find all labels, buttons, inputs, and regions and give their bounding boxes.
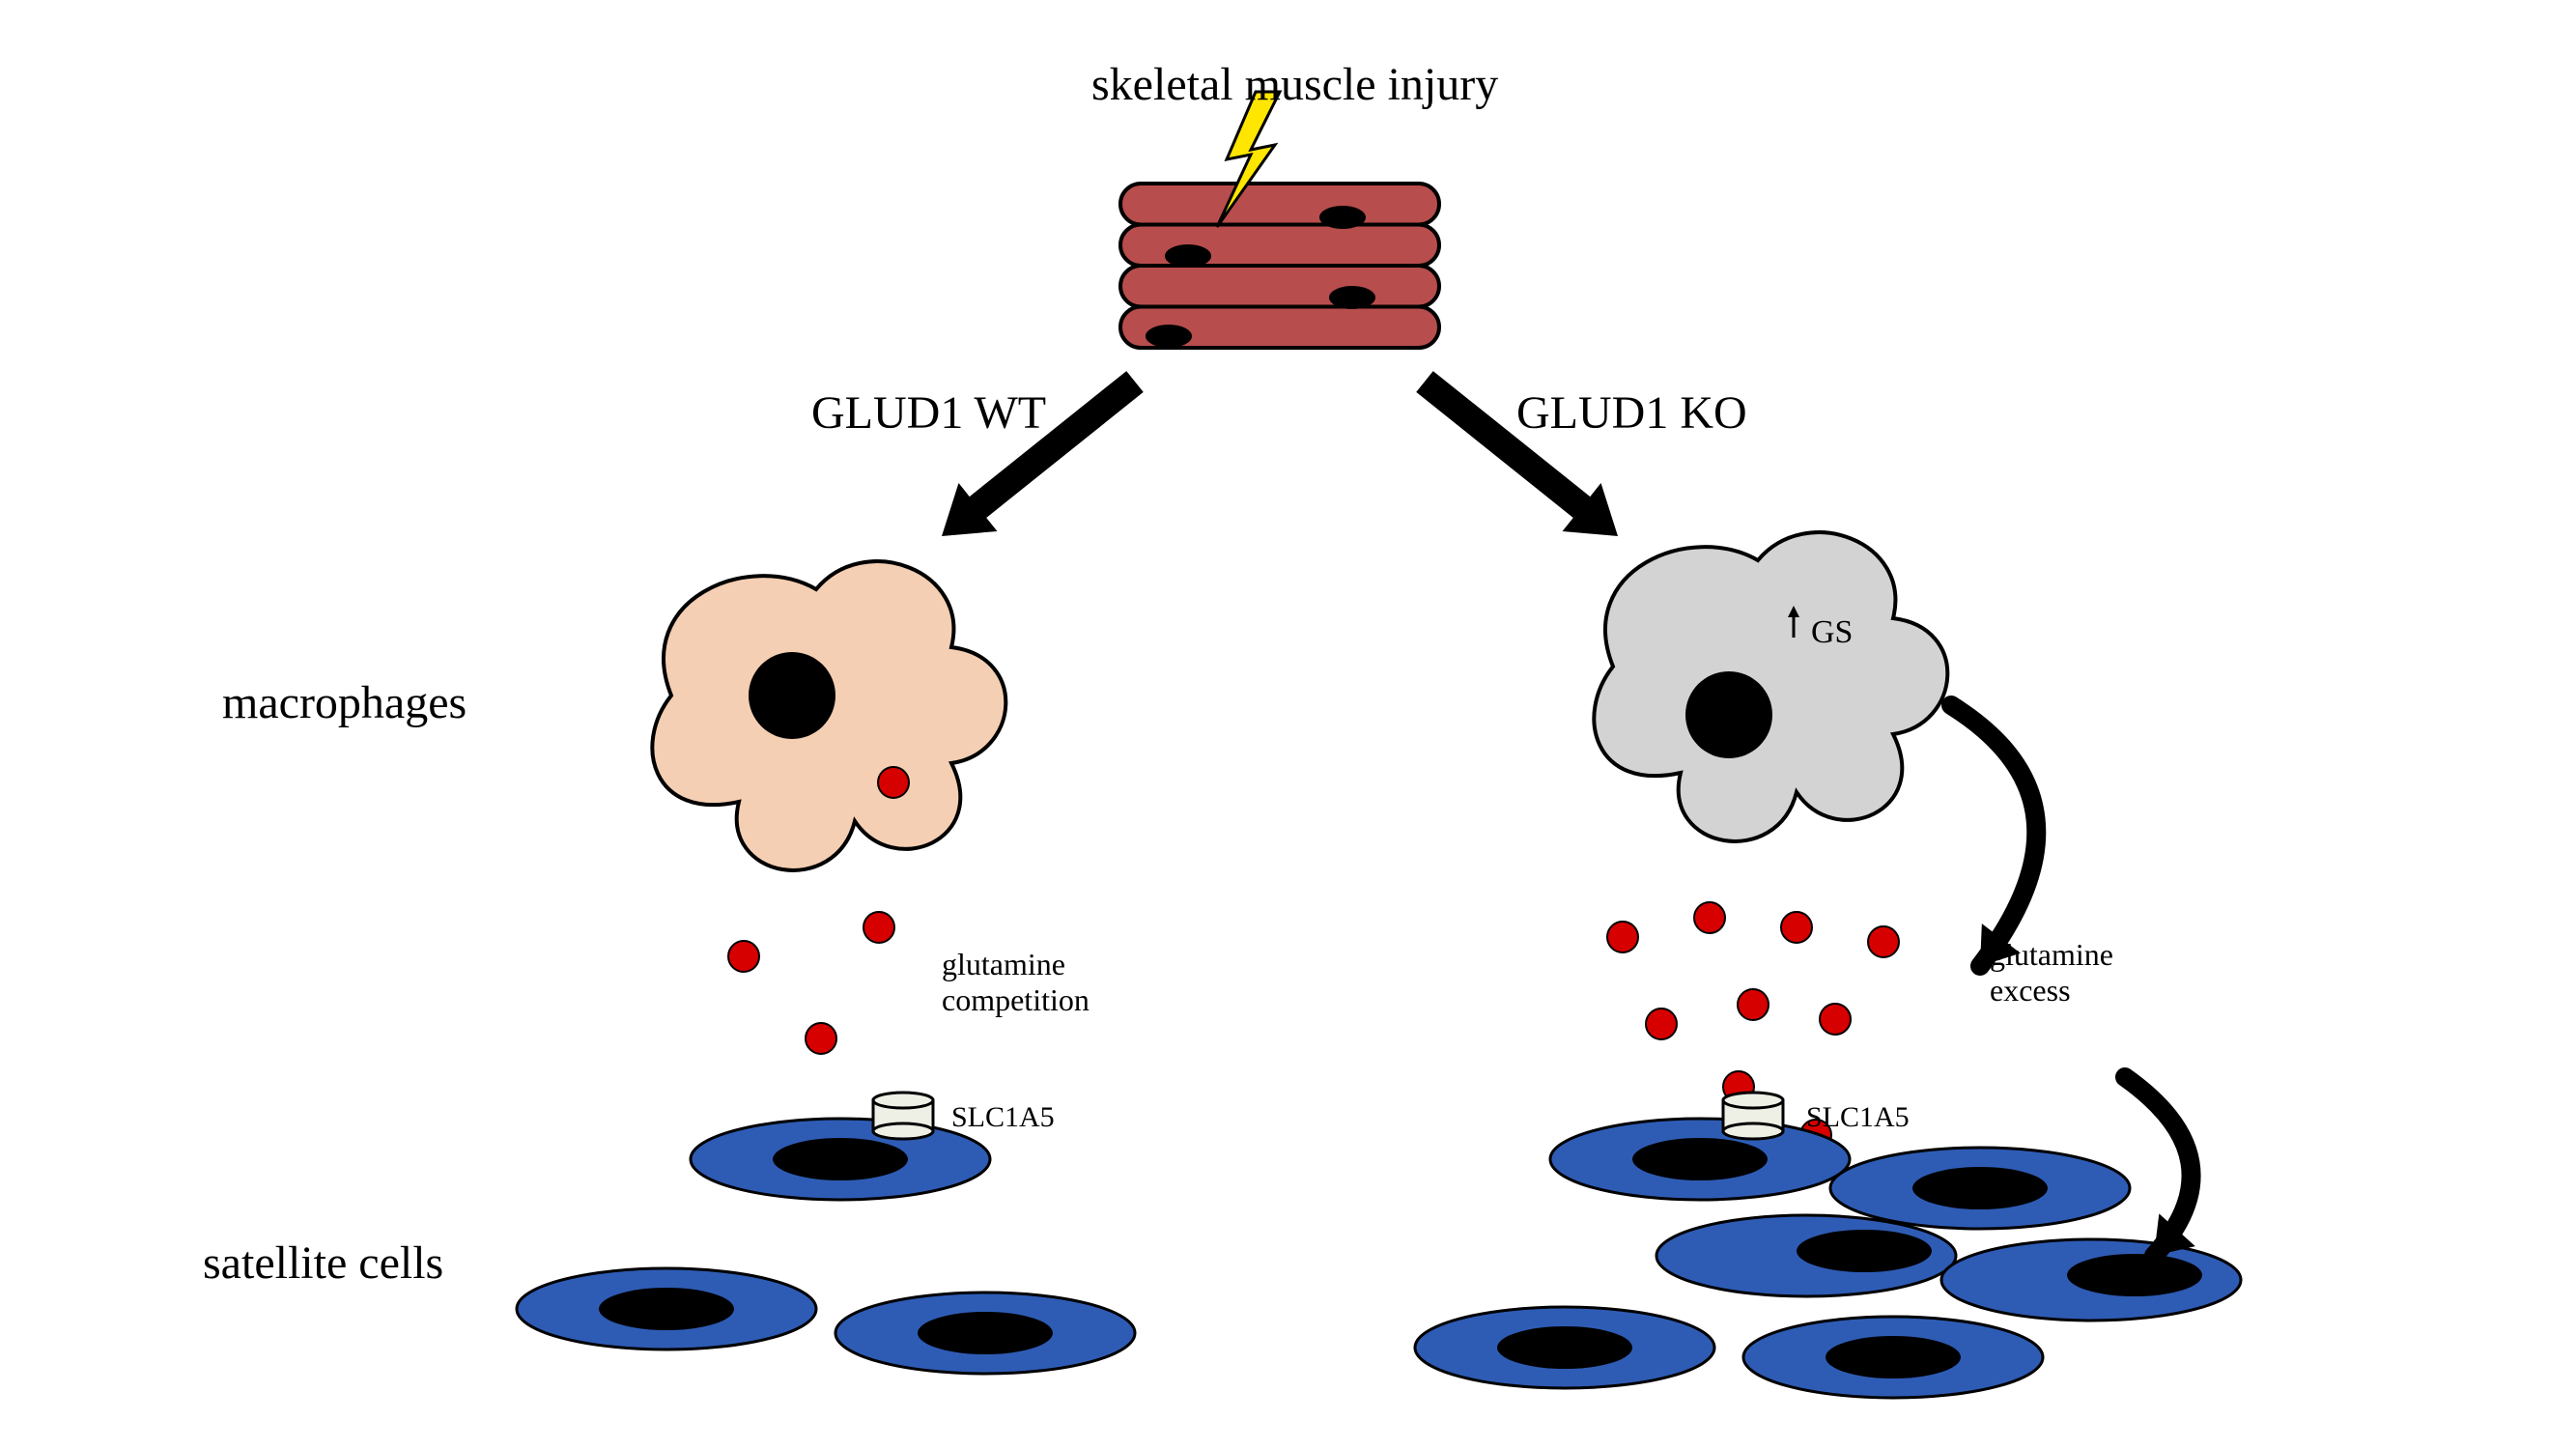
slc1a5-right-label: SLC1A5 bbox=[1806, 1101, 1910, 1134]
satellite-cells-ko bbox=[1415, 1119, 2241, 1398]
curved-arrow-bottom bbox=[2125, 1077, 2195, 1256]
title-label: skeletal muscle injury bbox=[1091, 58, 1498, 111]
satellite-cells-wt bbox=[517, 1119, 1135, 1374]
slc1a5-left-label: SLC1A5 bbox=[951, 1101, 1055, 1134]
glutamine-competition-label: glutamine competition bbox=[942, 947, 1090, 1018]
transporter-wt bbox=[873, 1093, 933, 1139]
gs-label: GS bbox=[1811, 614, 1853, 650]
satellite-cells-label: satellite cells bbox=[203, 1236, 443, 1290]
curved-arrow-top bbox=[1951, 705, 2036, 966]
glud1-ko-label: GLUD1 KO bbox=[1516, 386, 1747, 440]
glud1-wt-label: GLUD1 WT bbox=[811, 386, 1046, 440]
muscle bbox=[1120, 184, 1439, 348]
transporter-ko bbox=[1723, 1093, 1783, 1139]
glutamine-excess-label: glutamine excess bbox=[1990, 937, 2113, 1009]
macrophage-wt bbox=[652, 561, 1005, 870]
glutamine-wt bbox=[728, 912, 894, 1054]
macrophages-label: macrophages bbox=[222, 676, 467, 729]
macrophage-ko: GS bbox=[1594, 532, 1947, 841]
